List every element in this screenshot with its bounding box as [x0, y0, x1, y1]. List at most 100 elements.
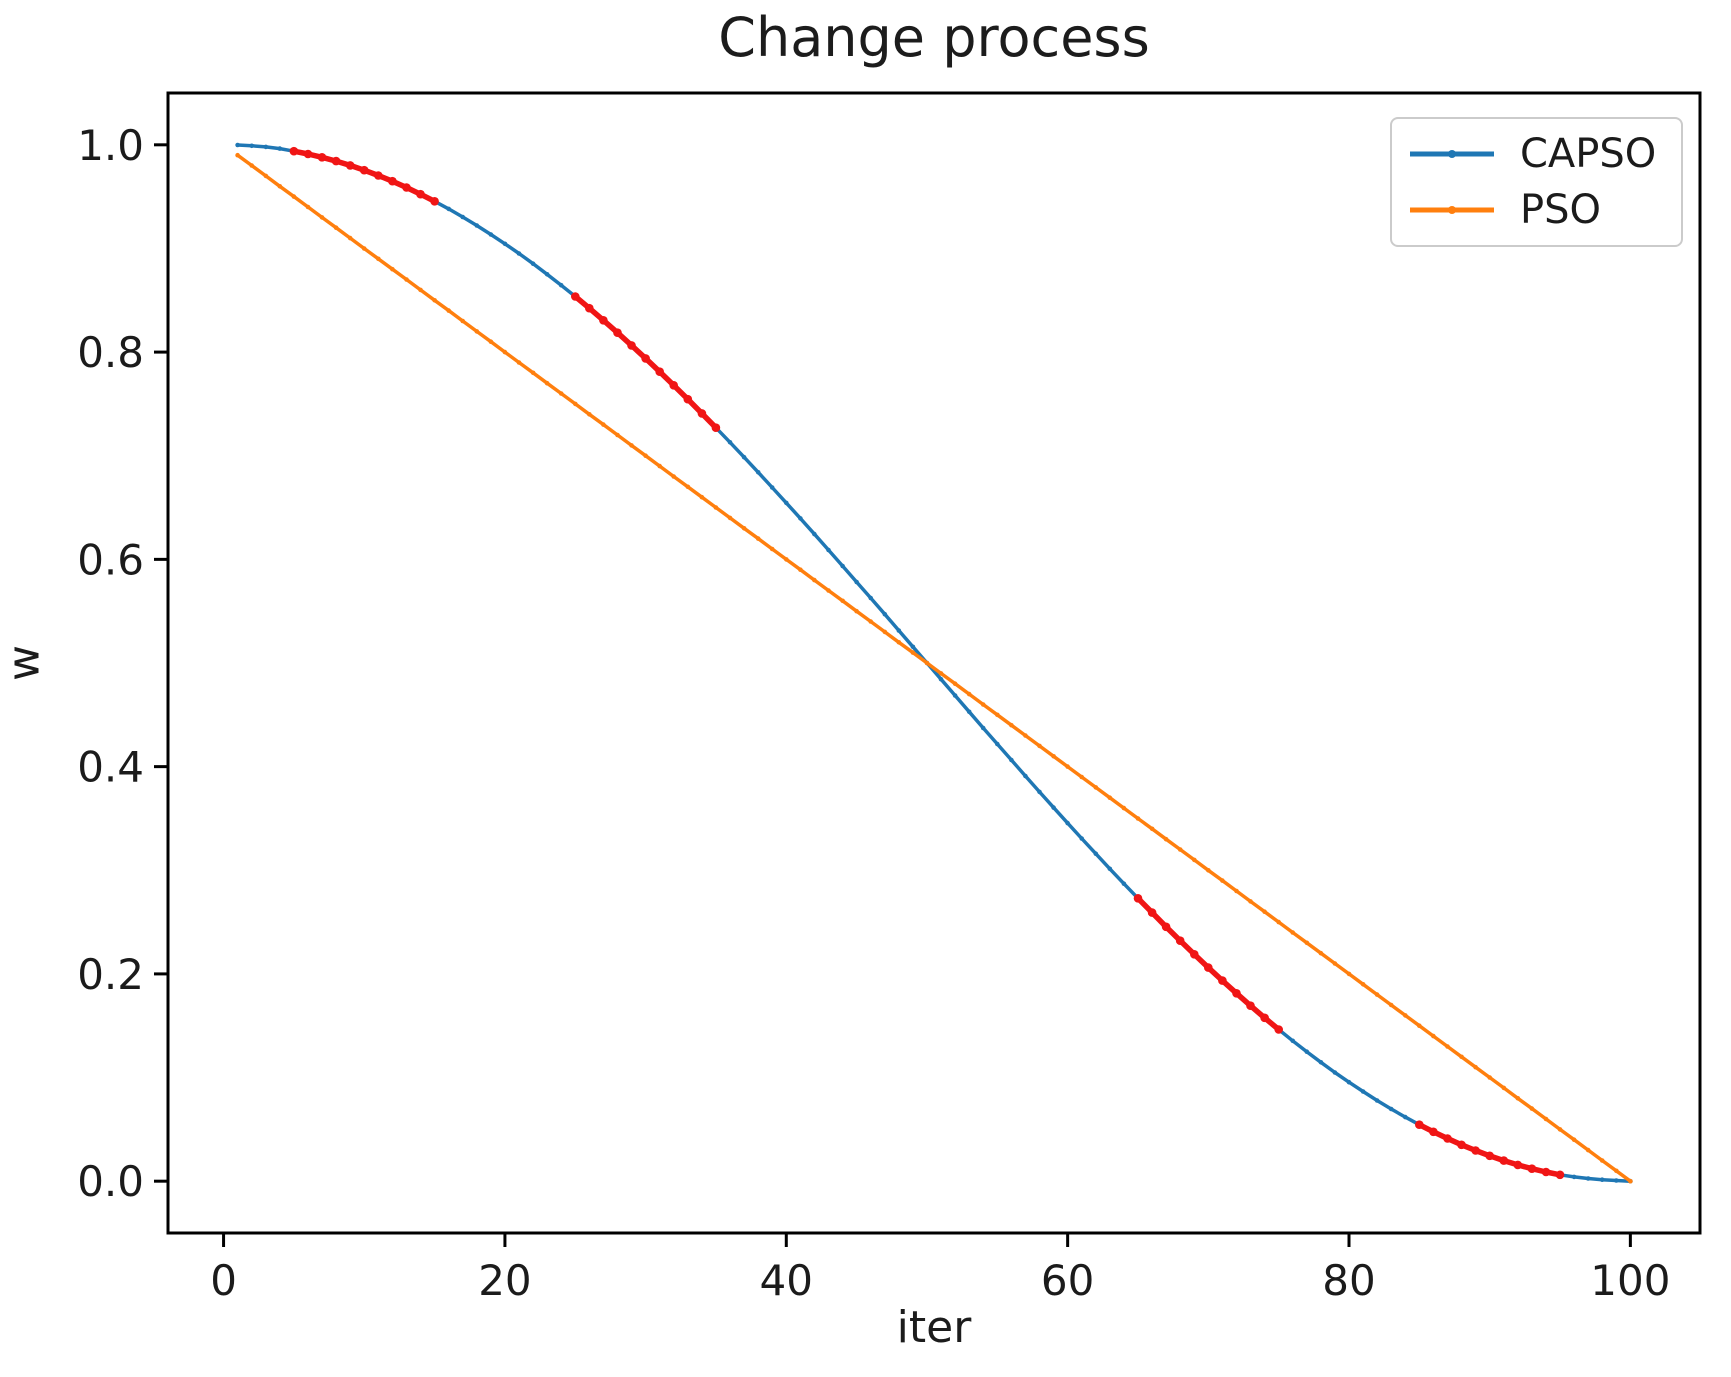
- legend-item-pso: PSO: [1408, 190, 1681, 230]
- capso-series-marker: [1332, 1070, 1338, 1075]
- highlight-segment-marker: [585, 303, 594, 313]
- pso-series-marker: [1346, 971, 1352, 977]
- pso-series-marker: [530, 370, 536, 376]
- capso-series-marker: [1304, 1049, 1310, 1054]
- capso-series-marker: [446, 206, 452, 212]
- capso-series-marker: [235, 142, 240, 148]
- capso-series-marker: [1009, 757, 1014, 763]
- pso-series-marker: [1487, 1075, 1492, 1080]
- capso-series-marker: [812, 531, 817, 537]
- pso-series-marker: [1501, 1085, 1507, 1091]
- highlight-segment-marker: [430, 197, 439, 206]
- highlight-segment-marker: [359, 165, 369, 175]
- capso-series-marker: [516, 251, 522, 256]
- highlight-segment-marker: [641, 354, 650, 363]
- highlight-segment-marker: [1218, 976, 1227, 985]
- pso-series-marker: [755, 536, 761, 541]
- y-tick-label: 0.4: [77, 743, 144, 792]
- pso-series-marker: [474, 329, 480, 334]
- pso-series-marker: [1220, 878, 1225, 883]
- highlight-segment-marker: [655, 367, 664, 377]
- pso-series-marker: [277, 184, 283, 189]
- y-axis-label: w: [0, 645, 50, 681]
- capso-series-marker: [1585, 1176, 1591, 1181]
- highlight-segment-marker: [1499, 1156, 1509, 1165]
- pso-series-marker: [966, 691, 972, 697]
- capso-series-marker: [910, 644, 916, 650]
- highlight-segment-marker: [1232, 989, 1241, 998]
- pso-series-marker: [798, 567, 803, 572]
- capso-series-line: [235, 143, 1633, 1183]
- pso-series-marker: [1023, 733, 1028, 738]
- capso-series-marker: [1571, 1174, 1577, 1180]
- legend-item-capso: CAPSO: [1408, 134, 1681, 174]
- pso-series-marker: [502, 349, 508, 355]
- capso-series-marker: [488, 232, 494, 237]
- highlight-segment-marker: [669, 381, 678, 390]
- pso-series-marker: [671, 474, 676, 479]
- pso-series-marker: [544, 380, 550, 386]
- pso-series-marker: [854, 608, 859, 614]
- pso-series-marker: [1276, 919, 1281, 925]
- pso-series-marker: [1417, 1023, 1422, 1028]
- pso-series-marker: [1304, 940, 1310, 946]
- highlight-segment-marker: [345, 161, 355, 170]
- pso-series-marker: [1529, 1106, 1535, 1111]
- capso-series-marker: [1403, 1114, 1408, 1120]
- pso-series-marker: [390, 266, 395, 272]
- capso-series-marker: [755, 470, 761, 475]
- pso-series-marker: [1107, 795, 1113, 800]
- capso-series-marker: [896, 628, 902, 633]
- pso-series-marker: [488, 339, 494, 345]
- highlight-segment-marker: [388, 176, 397, 186]
- pso-series-marker: [1135, 816, 1141, 821]
- y-tick-label: 0.2: [77, 950, 144, 999]
- highlight-segments: [289, 146, 1565, 1180]
- highlight-segment-marker: [1541, 1167, 1551, 1177]
- capso-series-marker: [1023, 773, 1028, 779]
- pso-series-marker: [699, 494, 705, 500]
- pso-series-marker: [1431, 1033, 1436, 1039]
- pso-series-marker: [1585, 1147, 1591, 1153]
- y-tick-label: 0.6: [77, 535, 144, 584]
- legend-label-pso: PSO: [1520, 186, 1601, 233]
- x-tick-label: 60: [1041, 1256, 1094, 1305]
- pso-series-marker: [347, 235, 353, 241]
- highlight-segment-marker: [1485, 1151, 1494, 1161]
- pso-series-marker: [235, 152, 240, 158]
- capso-series-marker: [249, 143, 254, 149]
- pso-series-marker: [1445, 1044, 1450, 1049]
- pso-series-marker: [1290, 930, 1295, 935]
- pso-series-marker: [404, 277, 409, 282]
- highlight-segment-marker: [1161, 922, 1171, 932]
- highlight-segment: [1133, 894, 1283, 1034]
- pso-series-marker: [924, 660, 930, 666]
- capso-series-marker: [727, 440, 733, 445]
- highlight-segment-marker: [1204, 963, 1213, 972]
- capso-series-marker: [840, 563, 845, 569]
- capso-series-marker: [1079, 836, 1084, 841]
- highlight-segment-marker: [1190, 950, 1199, 959]
- capso-series-marker: [995, 741, 1000, 747]
- capso-series-marker: [966, 709, 972, 715]
- pso-series-marker: [446, 308, 452, 313]
- highlight-segment-marker: [374, 171, 383, 180]
- pso-series-marker: [305, 204, 311, 210]
- capso-line-sample-icon: [1410, 150, 1494, 159]
- highlight-segment-marker: [1246, 1001, 1255, 1010]
- pso-series-marker: [910, 650, 916, 655]
- pso-series-marker: [1177, 847, 1183, 852]
- highlight-segment-marker: [571, 292, 580, 301]
- pso-series-marker: [1571, 1137, 1577, 1142]
- pso-series-marker: [1614, 1168, 1619, 1174]
- pso-series-marker: [1192, 857, 1197, 863]
- capso-series-marker: [1599, 1177, 1605, 1182]
- highlight-segment-marker: [1260, 1013, 1269, 1023]
- capso-series-marker: [1290, 1038, 1295, 1044]
- capso-series-marker: [1051, 805, 1056, 810]
- capso-series-marker: [1318, 1060, 1324, 1065]
- y-tick-label: 0.8: [77, 328, 144, 377]
- pso-series-marker: [361, 246, 367, 251]
- highlight-segment-marker: [599, 316, 608, 325]
